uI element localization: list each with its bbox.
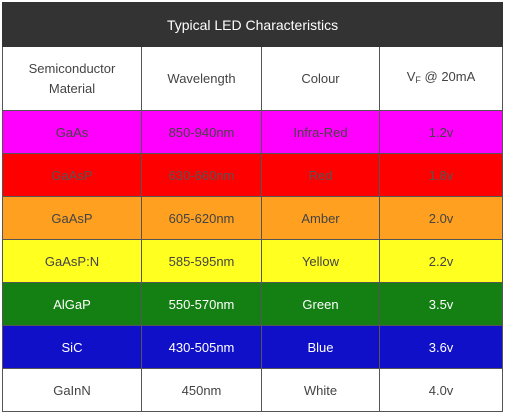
table-row: GaInN 450nm White 4.0v bbox=[2, 368, 504, 412]
cell-wavelength: 450nm bbox=[141, 368, 262, 412]
cell-material: AlGaP bbox=[2, 282, 142, 326]
header-colour: Colour bbox=[261, 46, 380, 111]
cell-colour: White bbox=[261, 368, 380, 412]
cell-forward-voltage: 3.6v bbox=[378, 325, 504, 369]
table-row: GaAsP 605-620nm Amber 2.0v bbox=[2, 196, 504, 240]
cell-material: GaInN bbox=[2, 368, 142, 412]
cell-forward-voltage: 4.0v bbox=[378, 368, 504, 412]
cell-material: GaAsP bbox=[2, 196, 142, 240]
header-vf-main: V bbox=[406, 69, 416, 84]
table-title: Typical LED Characteristics bbox=[1, 2, 504, 47]
cell-material: SiC bbox=[2, 325, 142, 369]
header-material-line1: Semiconductor bbox=[28, 60, 116, 76]
cell-forward-voltage: 3.5v bbox=[378, 282, 504, 326]
header-semiconductor-material: Semiconductor Material bbox=[2, 46, 142, 111]
header-forward-voltage: VF @ 20mA bbox=[378, 46, 504, 111]
cell-wavelength: 550-570nm bbox=[141, 282, 262, 326]
cell-material: GaAs bbox=[2, 110, 142, 154]
cell-colour: Amber bbox=[261, 196, 380, 240]
cell-colour: Infra-Red bbox=[261, 110, 380, 154]
cell-forward-voltage: 2.2v bbox=[378, 239, 504, 283]
header-vf-suffix: @ 20mA bbox=[420, 69, 476, 84]
cell-wavelength: 605-620nm bbox=[141, 196, 262, 240]
column-header-row: Semiconductor Material Wavelength Colour… bbox=[2, 46, 504, 111]
cell-material: GaAsP:N bbox=[2, 239, 142, 283]
table-row: AlGaP 550-570nm Green 3.5v bbox=[2, 282, 504, 326]
header-material-line2: Material bbox=[48, 80, 96, 96]
cell-wavelength: 430-505nm bbox=[141, 325, 262, 369]
table-row: GaAsP:N 585-595nm Yellow 2.2v bbox=[2, 239, 504, 283]
cell-forward-voltage: 1.8v bbox=[378, 153, 504, 197]
cell-wavelength: 630-660nm bbox=[141, 153, 262, 197]
table-row: GaAsP 630-660nm Red 1.8v bbox=[2, 153, 504, 197]
cell-wavelength: 585-595nm bbox=[141, 239, 262, 283]
cell-colour: Red bbox=[261, 153, 380, 197]
cell-forward-voltage: 2.0v bbox=[378, 196, 504, 240]
cell-colour: Green bbox=[261, 282, 380, 326]
table-row: SiC 430-505nm Blue 3.6v bbox=[2, 325, 504, 369]
header-wavelength: Wavelength bbox=[141, 46, 262, 111]
cell-colour: Yellow bbox=[261, 239, 380, 283]
table-row: GaAs 850-940nm Infra-Red 1.2v bbox=[2, 110, 504, 154]
cell-colour: Blue bbox=[261, 325, 380, 369]
cell-wavelength: 850-940nm bbox=[141, 110, 262, 154]
header-vf-sub: F bbox=[415, 75, 421, 85]
cell-material: GaAsP bbox=[2, 153, 142, 197]
cell-forward-voltage: 1.2v bbox=[378, 110, 504, 154]
